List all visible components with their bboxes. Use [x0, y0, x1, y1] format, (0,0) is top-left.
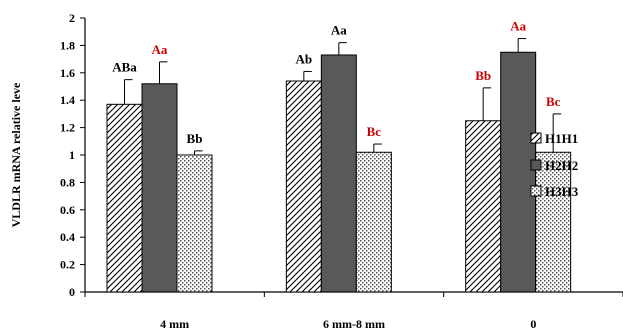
y-tick-label: 0.8 — [60, 175, 75, 189]
significance-label: Bc — [546, 94, 561, 109]
significance-label: Bb — [187, 131, 203, 146]
bar-h2h2 — [141, 83, 178, 293]
y-tick-label: 1.4 — [60, 93, 75, 107]
legend-label: H3H3 — [545, 184, 579, 199]
bar-h3h3 — [176, 154, 213, 293]
y-tick-label: 2 — [69, 11, 75, 25]
bar-h1h1 — [285, 80, 322, 293]
bars: ABa Ab Bb Aa Aa Aa Bb Bc Bc — [106, 19, 572, 293]
legend-label: H1H1 — [545, 131, 578, 146]
bar-h2h2 — [320, 54, 357, 293]
significance-label: Aa — [510, 19, 526, 34]
y-tick-label: 1.2 — [60, 121, 75, 135]
bar-h2h2 — [500, 51, 537, 293]
bar-h1h1 — [465, 120, 502, 293]
y-tick-label: 1.8 — [60, 38, 75, 52]
x-tick-label: 0 — [530, 317, 536, 331]
x-axis: 4 mm 6 mm-8 mm 0 — [84, 292, 623, 331]
legend: H1H1 H2H2 H3H3 — [530, 131, 579, 199]
significance-label: ABa — [112, 60, 137, 75]
y-tick-label: 0 — [69, 285, 75, 299]
y-tick-label: 0.2 — [60, 258, 75, 272]
y-tick-label: 0.6 — [60, 203, 75, 217]
y-tick-label: 0.4 — [60, 230, 75, 244]
significance-label: Ab — [296, 51, 313, 66]
y-axis: 0 0.2 0.4 0.6 0.8 1 1.2 1.4 1.6 1.8 2 — [60, 11, 85, 299]
significance-label: Aa — [331, 23, 347, 38]
legend-swatch-h2h2 — [530, 159, 542, 171]
y-axis-label: VLDLR mRNA relative leve — [9, 82, 23, 227]
significance-label: Bb — [475, 68, 491, 83]
x-tick-label: 6 mm-8 mm — [323, 317, 385, 331]
legend-label: H2H2 — [545, 158, 578, 173]
y-tick-label: 1 — [69, 148, 75, 162]
bar-h3h3 — [355, 151, 392, 293]
significance-label: Aa — [152, 42, 168, 57]
bar-h3h3 — [535, 151, 572, 293]
legend-swatch-h3h3 — [530, 185, 542, 197]
x-tick-label: 4 mm — [160, 317, 189, 331]
legend-swatch-h1h1 — [530, 132, 542, 144]
bar-h1h1 — [106, 103, 143, 293]
y-tick-label: 1.6 — [60, 66, 75, 80]
significance-label: Bc — [367, 124, 382, 139]
